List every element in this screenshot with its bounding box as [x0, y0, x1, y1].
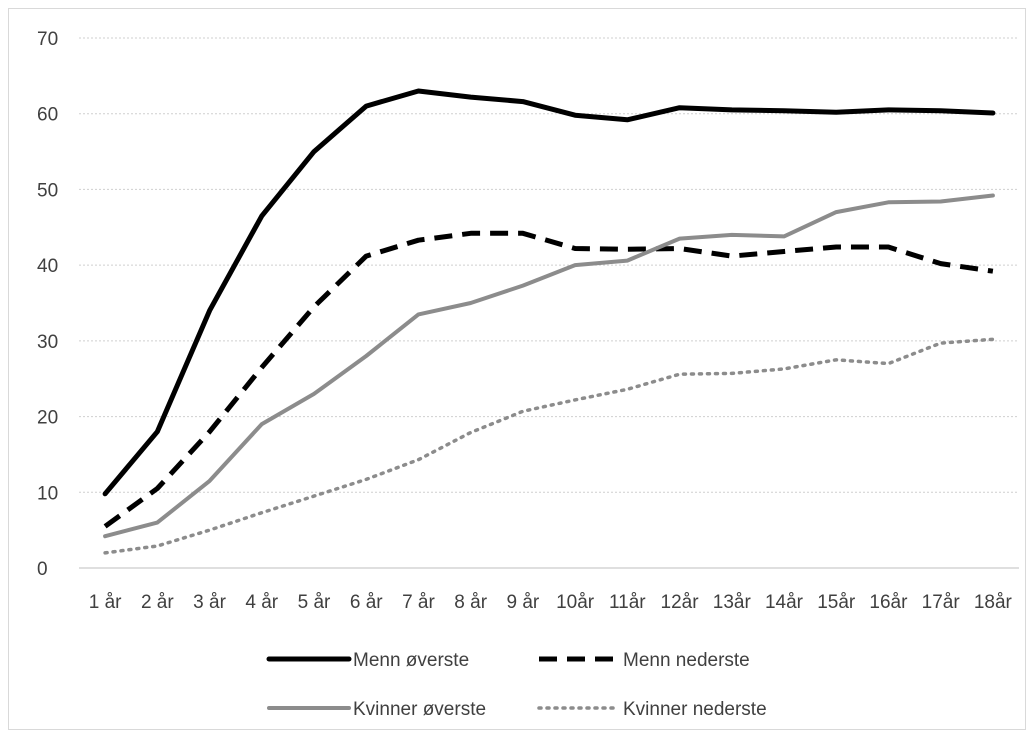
- x-tick-label: 5 år: [298, 592, 331, 613]
- legend: Menn øverste Menn nederste Kvinner øverste…: [266, 650, 767, 720]
- x-tick-label: 1 år: [89, 592, 122, 613]
- y-tick-label: 0: [37, 559, 48, 580]
- series-line-2: [103, 230, 994, 529]
- series-line-3: [103, 193, 995, 539]
- x-tick-label: 3 år: [193, 592, 226, 613]
- legend-label: Menn nederste: [623, 650, 750, 671]
- chart-frame: 0 10 20 30 40 50 60 70 1 år 2 år 3 år 4 år 5 år 6 år…: [8, 8, 1026, 730]
- series-line-1: [102, 88, 996, 497]
- legend-label: Kvinner øverste: [353, 699, 486, 720]
- x-tick-label: 14år: [765, 592, 804, 613]
- x-tick-label: 6 år: [350, 592, 383, 613]
- y-tick-label: 20: [37, 408, 58, 429]
- x-tick-label: 10år: [556, 592, 595, 613]
- x-axis-tick-labels: 1 år 2 år 3 år 4 år 5 år 6 år 7 år 8 år 9 år 10år…: [89, 592, 1013, 613]
- series-line-4: [103, 337, 995, 555]
- y-tick-label: 40: [37, 256, 58, 277]
- legend-label: Menn øverste: [353, 650, 469, 671]
- y-tick-label: 70: [37, 29, 58, 50]
- y-tick-label: 50: [37, 180, 58, 201]
- x-tick-label: 16år: [869, 592, 908, 613]
- y-tick-label: 60: [37, 105, 58, 126]
- x-tick-label: 7 år: [402, 592, 435, 613]
- line-chart: 0 10 20 30 40 50 60 70 1 år 2 år 3 år 4 år 5 år 6 år…: [37, 29, 1019, 720]
- y-tick-label: 30: [37, 332, 58, 353]
- x-tick-label: 15år: [817, 592, 856, 613]
- x-tick-label: 11år: [609, 592, 646, 613]
- x-tick-label: 13år: [713, 592, 752, 613]
- x-tick-label: 17år: [922, 592, 961, 613]
- gridlines: [79, 37, 1019, 569]
- x-tick-label: 18år: [974, 592, 1013, 613]
- y-axis-tick-labels: 0 10 20 30 40 50 60 70: [37, 29, 58, 580]
- y-tick-label: 10: [37, 483, 58, 504]
- x-tick-label: 4 år: [245, 592, 278, 613]
- x-tick-label: 2 år: [141, 592, 174, 613]
- x-tick-label: 9 år: [507, 592, 540, 613]
- x-tick-label: 8 år: [454, 592, 487, 613]
- x-tick-label: 12år: [661, 592, 700, 613]
- legend-label: Kvinner nederste: [623, 699, 767, 720]
- series-lines: [102, 88, 996, 555]
